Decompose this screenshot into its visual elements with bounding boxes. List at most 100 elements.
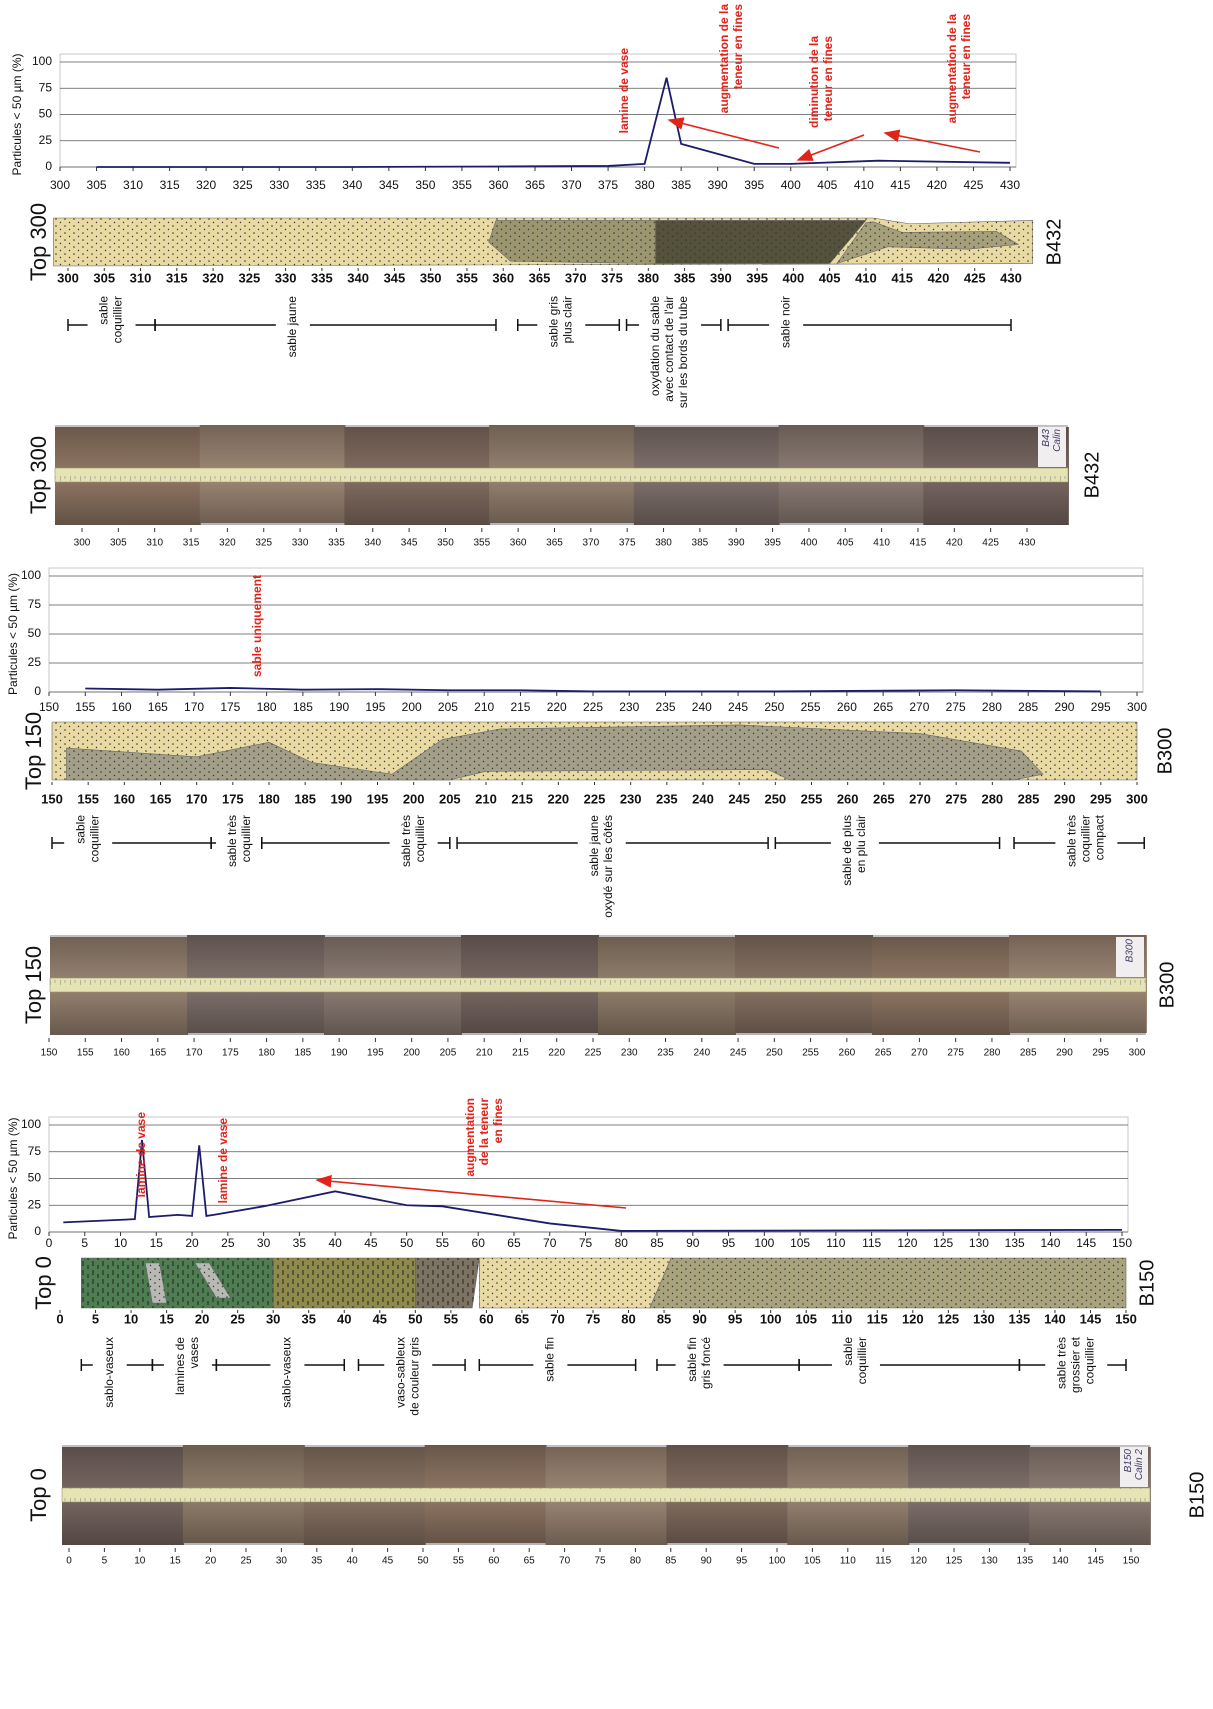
- photo-tick-label: 120: [910, 1556, 927, 1567]
- log-tick-label: 255: [801, 791, 823, 806]
- x-tick-label: 275: [946, 700, 966, 714]
- log-tick-label: 150: [1115, 1311, 1137, 1326]
- log-tick-label: 205: [439, 791, 461, 806]
- log-tick-label: 55: [444, 1311, 458, 1326]
- annotation: lamine de vase: [134, 1112, 148, 1198]
- photo-tick-label: 345: [401, 538, 418, 549]
- log-tick-label: 15: [159, 1311, 173, 1326]
- photo-tick-label: 25: [240, 1556, 252, 1567]
- photo-tick-label: 270: [911, 1048, 928, 1059]
- litho-texture: [649, 1258, 1126, 1308]
- x-tick-label: 290: [1054, 700, 1074, 714]
- photo-tick-label: 285: [1020, 1048, 1037, 1059]
- facies-description: sable très: [1065, 815, 1079, 867]
- photo-tick-label: 400: [801, 538, 818, 549]
- photo-tick-label: 40: [347, 1556, 359, 1567]
- log-tick-label: 35: [301, 1311, 315, 1326]
- facies-description: sable jaune: [285, 296, 299, 358]
- photo-label-card: [1116, 937, 1144, 977]
- x-tick-label: 55: [436, 1236, 450, 1250]
- log-tick-label: 180: [258, 791, 280, 806]
- photo-tick-label: 245: [730, 1048, 747, 1059]
- photo-tick-label: 425: [982, 538, 999, 549]
- photo-tick-label: 250: [766, 1048, 783, 1059]
- log-tick-label: 105: [795, 1311, 817, 1326]
- log-tick-label: 385: [674, 270, 696, 285]
- log-core-name: B432: [1043, 219, 1065, 266]
- litho-texture: [145, 1263, 167, 1303]
- log-tick-label: 50: [408, 1311, 422, 1326]
- facies-description: plus clair: [560, 296, 574, 343]
- log-tick-label: 215: [511, 791, 533, 806]
- photo-tick-label: 355: [473, 538, 490, 549]
- log-tick-label: 360: [492, 270, 514, 285]
- annotation: teneur en fines: [731, 4, 745, 90]
- photo-tick-label: 15: [170, 1556, 182, 1567]
- annotation: en fines: [491, 1098, 505, 1144]
- log-tick-label: 430: [1000, 270, 1022, 285]
- annotation: diminution de la: [807, 36, 821, 128]
- annotation: sable uniquement: [250, 575, 264, 677]
- x-tick-label: 385: [671, 178, 691, 192]
- photo-tick-label: 380: [655, 538, 672, 549]
- x-tick-label: 50: [400, 1236, 414, 1250]
- photo-top-label: Top 150: [21, 946, 46, 1024]
- x-tick-label: 400: [781, 178, 801, 192]
- photo-tick-label: 10: [134, 1556, 146, 1567]
- photo-tick-label: 100: [769, 1556, 786, 1567]
- log-tick-label: 235: [656, 791, 678, 806]
- log-tick-label: 410: [855, 270, 877, 285]
- y-tick-label: 75: [39, 80, 53, 94]
- log-tick-label: 280: [981, 791, 1003, 806]
- x-tick-label: 200: [402, 700, 422, 714]
- y-tick-label: 0: [34, 684, 41, 698]
- log-tick-label: 285: [1018, 791, 1040, 806]
- log-tick-label: 160: [113, 791, 135, 806]
- facies-description: coquillier: [413, 815, 427, 862]
- log-tick-label: 345: [384, 270, 406, 285]
- photo-tick-label: 240: [693, 1048, 710, 1059]
- photo-tick-label: 215: [512, 1048, 529, 1059]
- facies-description: coquillier: [1082, 1337, 1096, 1384]
- x-tick-label: 75: [579, 1236, 593, 1250]
- y-tick-label: 100: [21, 1117, 41, 1131]
- x-tick-label: 0: [46, 1236, 53, 1250]
- x-tick-label: 395: [744, 178, 764, 192]
- y-tick-label: 25: [39, 133, 53, 147]
- facies-description: oxydation du sable: [648, 296, 662, 396]
- photo-tick-label: 185: [295, 1048, 312, 1059]
- tape-graduation: [55, 468, 1068, 482]
- facies-description: sable très: [225, 815, 239, 867]
- facies-description: sable gris: [546, 296, 560, 347]
- photo-tick-label: 290: [1056, 1048, 1073, 1059]
- log-tick-label: 295: [1090, 791, 1112, 806]
- facies-description: coquillier: [111, 296, 125, 343]
- photo-tick-label: 315: [183, 538, 200, 549]
- photo-tick-label: 360: [510, 538, 527, 549]
- x-tick-label: 185: [293, 700, 313, 714]
- log-tick-label: 210: [475, 791, 497, 806]
- facies-description: lamines de: [173, 1337, 187, 1395]
- log-tick-label: 95: [728, 1311, 742, 1326]
- facies-description: coquillier: [855, 1337, 869, 1384]
- litho-texture: [273, 1258, 416, 1308]
- facies-description: sable fin: [543, 1337, 557, 1382]
- log-tick-label: 355: [456, 270, 478, 285]
- x-tick-label: 405: [817, 178, 837, 192]
- x-tick-label: 270: [909, 700, 929, 714]
- photo-tick-label: 85: [665, 1556, 677, 1567]
- x-tick-label: 140: [1040, 1236, 1060, 1250]
- photo-tick-label: 265: [875, 1048, 892, 1059]
- x-tick-label: 240: [692, 700, 712, 714]
- log-top-label: Top 0: [31, 1256, 56, 1310]
- log-tick-label: 65: [515, 1311, 529, 1326]
- x-tick-label: 310: [123, 178, 143, 192]
- log-tick-label: 110: [831, 1311, 852, 1326]
- photo-tick-label: 145: [1087, 1556, 1104, 1567]
- photo-tick-label: 340: [364, 538, 381, 549]
- facies-description: sablo-vaseux: [280, 1337, 294, 1408]
- x-tick-label: 10: [114, 1236, 128, 1250]
- photo-tick-label: 325: [255, 538, 272, 549]
- log-tick-label: 135: [1009, 1311, 1031, 1326]
- data-line: [96, 77, 1011, 168]
